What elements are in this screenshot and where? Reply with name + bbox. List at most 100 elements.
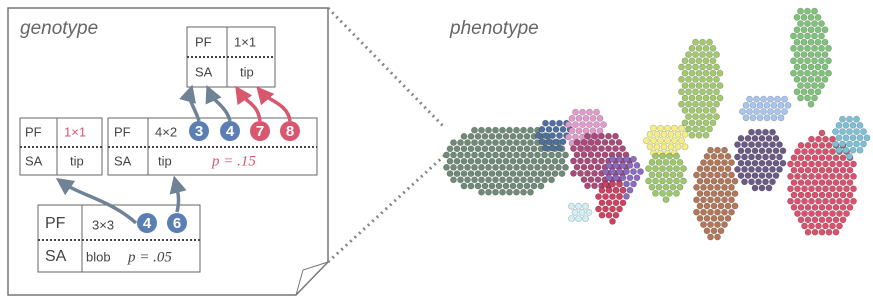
cell-dot (579, 209, 585, 215)
cell-dot (656, 159, 662, 165)
cell-dot (804, 33, 810, 39)
cell-dot (710, 58, 716, 64)
cell-dot (798, 204, 804, 210)
cell-dot (794, 149, 800, 155)
cell-dot (704, 153, 710, 159)
cell-dot (613, 175, 619, 181)
cell-dot (804, 8, 810, 14)
cell-dot (829, 186, 835, 192)
cell-dot (549, 133, 555, 139)
cell-dot (471, 140, 477, 146)
cell-dot (485, 152, 491, 158)
cell-dot (822, 149, 828, 155)
cell-dot (606, 162, 612, 168)
cell-dot (609, 206, 615, 212)
cell-dot (609, 169, 615, 175)
cell-dot (602, 139, 608, 145)
cell-dot (798, 192, 804, 198)
cell-dot (538, 183, 544, 189)
cell-dot (531, 183, 537, 189)
cell-dot (616, 181, 622, 187)
cell-dot (703, 70, 709, 76)
cell-dot (595, 152, 601, 158)
cell-dot (546, 126, 552, 132)
cell-dot (489, 183, 495, 189)
cell-dot (697, 166, 703, 172)
cell-dot (805, 204, 811, 210)
cell-dot (670, 159, 676, 165)
cell-dot (612, 146, 618, 152)
cell-dot (829, 211, 835, 217)
cell-dot (685, 89, 691, 95)
cell-dot (572, 209, 578, 215)
cell-dot (826, 192, 832, 198)
cell-dot (718, 228, 724, 234)
cell-dot (760, 109, 766, 115)
cell-dot (721, 172, 727, 178)
cell-dot (762, 166, 768, 172)
cell-dot (506, 127, 512, 133)
cell-dot (682, 120, 688, 126)
cell-dot (839, 141, 845, 147)
badge-number: 3 (195, 123, 203, 140)
cell-dot (645, 178, 651, 184)
cell-dot (492, 177, 498, 183)
badge: 3 (189, 121, 209, 141)
cell-dot (492, 189, 498, 195)
cell-dot (826, 155, 832, 161)
cell-dot (527, 164, 533, 170)
cell-dot (808, 186, 814, 192)
cell-dot (718, 166, 724, 172)
cell-dot (710, 70, 716, 76)
cell-dot (471, 164, 477, 170)
cell-dot (773, 148, 779, 154)
cell-dot (718, 203, 724, 209)
cell-dot (721, 222, 727, 228)
card: PF 1×1 SA tip (187, 27, 275, 87)
cell-dot (714, 234, 720, 240)
cell-dot (840, 180, 846, 186)
cell-dot (801, 161, 807, 167)
cell-dot (524, 171, 530, 177)
cell-dot (577, 170, 583, 176)
cell-dot (718, 191, 724, 197)
cell-dot (574, 139, 580, 145)
cell-dot (815, 27, 821, 33)
cell-dot (839, 129, 845, 135)
cell-dot (482, 183, 488, 189)
cell-dot (682, 131, 688, 137)
cell-dot (503, 146, 509, 152)
cell-dot (542, 133, 548, 139)
cell-dot (822, 27, 828, 33)
cell-dot (822, 173, 828, 179)
cell-dot (697, 215, 703, 221)
cell-dot (843, 147, 849, 153)
cell-dot (538, 158, 544, 164)
cell-dot (714, 160, 720, 166)
cell-dot (478, 164, 484, 170)
cell-dot (535, 133, 541, 139)
cell-dot (850, 173, 856, 179)
cell-dot (718, 215, 724, 221)
cell-dot (496, 158, 502, 164)
cell-dot (741, 142, 747, 148)
cell-dot (663, 172, 669, 178)
cell-dot (704, 215, 710, 221)
cell-dot (696, 95, 702, 101)
cell-dot (568, 216, 574, 222)
cell-dot (704, 228, 710, 234)
cell-dot (808, 39, 814, 45)
cell-dot (808, 223, 814, 229)
cell-dot (584, 158, 590, 164)
cell-dot (794, 52, 800, 58)
cell-dot (833, 155, 839, 161)
cell-dot (503, 183, 509, 189)
cell-dot (805, 229, 811, 235)
cell-dot (675, 131, 681, 137)
cell-dot (801, 149, 807, 155)
cell-dot (801, 89, 807, 95)
cell-dot (565, 134, 571, 140)
cell-dot (602, 206, 608, 212)
cell-dot (798, 167, 804, 173)
cell-dot (700, 172, 706, 178)
